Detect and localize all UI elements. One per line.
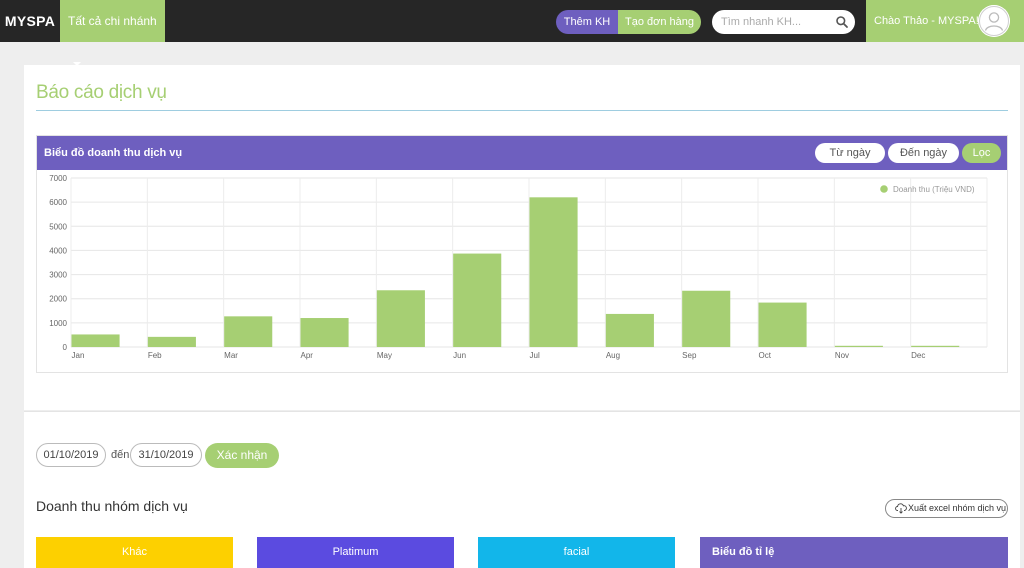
x-tick-label: Nov <box>835 351 849 360</box>
export-excel-button[interactable]: Xuất excel nhóm dịch vụ <box>885 499 1008 518</box>
legend-swatch <box>880 185 888 193</box>
ratio-chart-header: Biểu đồ tỉ lệ <box>700 537 1008 568</box>
x-tick-label: Feb <box>148 351 162 360</box>
chart-bar <box>300 318 349 347</box>
chart-bar <box>376 290 425 347</box>
y-tick-label: 1000 <box>49 319 67 328</box>
x-tick-label: Jun <box>453 351 466 360</box>
section-divider <box>24 411 1020 412</box>
date-range-separator: đến <box>111 449 130 461</box>
x-tick-label: Apr <box>301 351 314 360</box>
user-menu[interactable]: Chào Thảo - MYSPA! <box>866 0 1024 42</box>
service-group-title: Doanh thu nhóm dịch vụ <box>36 498 188 514</box>
service-group-tile: facial <box>478 537 675 568</box>
x-tick-label: Mar <box>224 351 238 360</box>
filter-button[interactable]: Lọc <box>962 143 1001 163</box>
y-tick-label: 3000 <box>49 271 67 280</box>
x-tick-label: May <box>377 351 392 360</box>
branch-selector[interactable]: Tất cả chi nhánh <box>60 0 165 66</box>
from-date-button[interactable]: Từ ngày <box>815 143 885 163</box>
cloud-download-icon <box>895 503 907 514</box>
y-tick-label: 7000 <box>49 174 67 183</box>
report-card: Báo cáo dịch vụ Biểu đồ doanh thu dịch v… <box>24 65 1020 410</box>
search-box <box>712 10 855 34</box>
chart-bar <box>605 313 654 347</box>
y-tick-label: 4000 <box>49 246 67 255</box>
search-input[interactable] <box>712 10 830 34</box>
revenue-chart-panel: Biểu đồ doanh thu dịch vụ Từ ngày Đến ng… <box>36 135 1008 373</box>
chart-bar <box>147 336 196 347</box>
to-date-button[interactable]: Đến ngày <box>888 143 959 163</box>
export-excel-label: Xuất excel nhóm dịch vụ <box>908 503 1007 513</box>
brand-logo[interactable]: MYSPA <box>4 13 56 29</box>
end-date-input[interactable]: 31/10/2019 <box>130 443 202 467</box>
legend-label: Doanh thu (Triệu VND) <box>893 185 975 194</box>
service-group-label: Khác <box>121 546 148 558</box>
chart-bar <box>224 316 273 347</box>
title-divider <box>36 110 1008 111</box>
x-tick-label: Oct <box>759 351 772 360</box>
chart-header: Biểu đồ doanh thu dịch vụ Từ ngày Đến ng… <box>37 136 1007 170</box>
chart-bar <box>682 290 731 347</box>
chart-bar <box>911 345 960 347</box>
confirm-button[interactable]: Xác nhận <box>205 443 279 468</box>
y-tick-label: 2000 <box>49 295 67 304</box>
x-tick-label: Aug <box>606 351 620 360</box>
service-group-tile: Platimum <box>257 537 454 568</box>
service-group-label: facial <box>563 546 590 558</box>
y-tick-label: 0 <box>63 343 68 352</box>
service-group-label: Platimum <box>332 546 379 558</box>
chart-bar <box>529 197 578 347</box>
quick-actions: Thêm KH Tạo đơn hàng <box>556 10 701 34</box>
service-group-tile: Khác <box>36 537 233 568</box>
top-navbar: MYSPA Tất cả chi nhánh Thêm KH Tạo đơn h… <box>0 0 1024 66</box>
page-title: Báo cáo dịch vụ <box>36 82 167 103</box>
start-date-input[interactable]: 01/10/2019 <box>36 443 106 467</box>
ratio-chart-title: Biểu đồ tỉ lệ <box>712 546 775 558</box>
user-avatar-icon[interactable] <box>978 5 1010 37</box>
chart-bar <box>758 302 807 347</box>
caret-down-icon <box>73 61 81 66</box>
add-customer-button[interactable]: Thêm KH <box>556 10 618 34</box>
branch-selector-label: Tất cả chi nhánh <box>68 14 157 28</box>
create-order-button[interactable]: Tạo đơn hàng <box>618 10 701 34</box>
revenue-bar-chart: 0 1000 2000 3000 4000 5000 6000 7000 Jan Feb Mar Ap… <box>49 174 988 360</box>
x-tick-label: Jul <box>530 351 540 360</box>
user-greeting: Chào Thảo - MYSPA! <box>874 15 979 27</box>
y-tick-label: 6000 <box>49 198 67 207</box>
chart-title: Biểu đồ doanh thu dịch vụ <box>44 147 183 159</box>
x-tick-label: Jan <box>72 351 85 360</box>
search-icon[interactable] <box>835 15 849 29</box>
x-tick-label: Sep <box>682 351 697 360</box>
chart-bar <box>834 345 883 347</box>
x-tick-label: Dec <box>911 351 925 360</box>
chart-bar <box>453 253 502 347</box>
y-tick-label: 5000 <box>49 222 67 231</box>
service-group-section: 01/10/2019 đến 31/10/2019 Xác nhận Doanh… <box>24 412 1020 568</box>
chart-bar <box>71 334 120 347</box>
